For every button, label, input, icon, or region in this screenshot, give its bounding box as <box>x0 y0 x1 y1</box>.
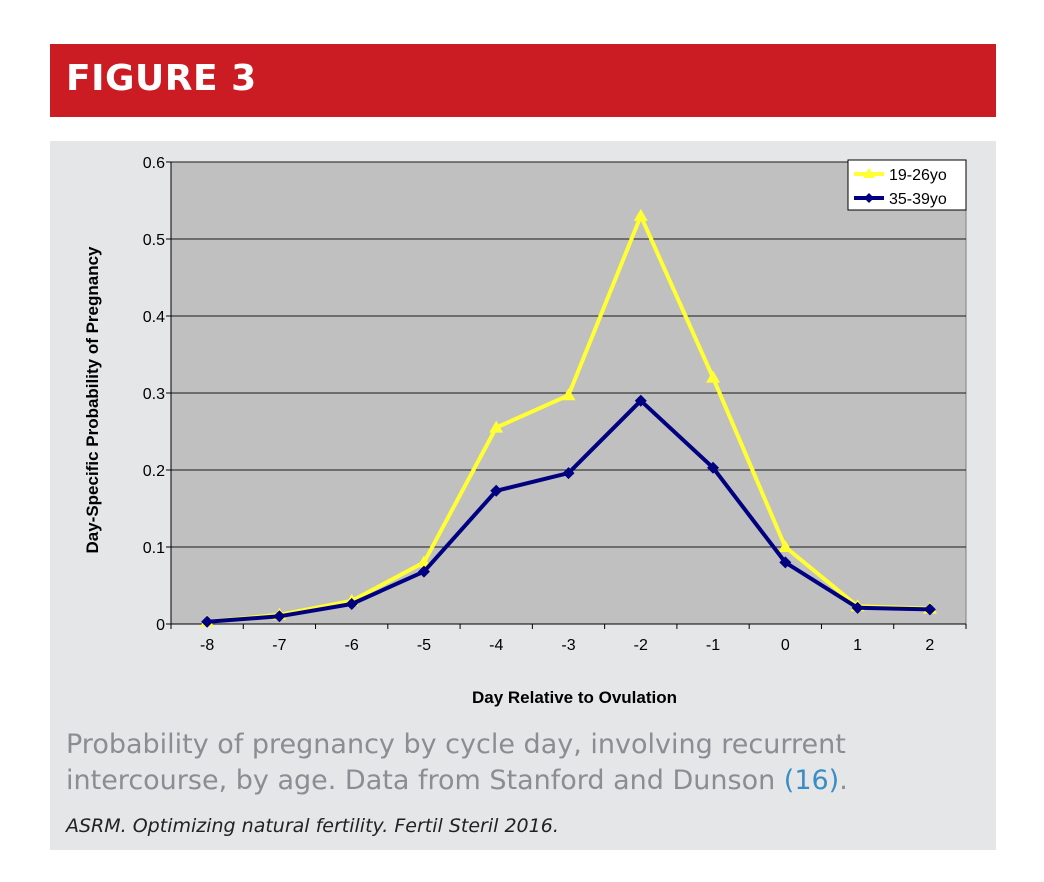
data-point <box>778 540 793 552</box>
x-tick-label: -6 <box>345 637 359 654</box>
x-tick-label: -2 <box>634 637 648 654</box>
data-point <box>345 597 358 610</box>
y-tick-label: 0.6 <box>143 155 165 172</box>
y-tick-label: 0 <box>156 617 165 634</box>
data-point <box>707 461 720 474</box>
caption-reference-link[interactable]: (16) <box>783 765 840 796</box>
data-point <box>562 467 575 480</box>
x-tick-label: -7 <box>272 637 286 654</box>
data-point <box>273 610 286 623</box>
x-tick-label: -4 <box>489 637 503 654</box>
data-point <box>779 556 792 569</box>
y-tick-label: 0.5 <box>143 232 165 249</box>
x-tick-label: 2 <box>925 637 934 654</box>
data-point <box>417 565 430 578</box>
figure-title: FIGURE 3 <box>66 58 257 99</box>
data-point <box>851 601 864 614</box>
data-point <box>416 555 431 568</box>
data-point <box>633 208 648 221</box>
data-point <box>706 370 721 383</box>
figure-banner: FIGURE 3 <box>50 44 996 117</box>
x-axis-title: Day Relative to Ovulation <box>472 688 677 707</box>
y-tick-label: 0.4 <box>143 309 165 326</box>
data-point <box>489 420 504 433</box>
data-point <box>923 603 936 616</box>
legend-marker <box>864 193 874 203</box>
legend-label: 19-26yo <box>889 167 947 184</box>
data-point <box>561 388 576 401</box>
y-tick-label: 0.1 <box>143 540 165 557</box>
figure-source: ASRM. Optimizing natural fertility. Fert… <box>66 815 559 837</box>
y-tick-label: 0.3 <box>143 386 165 403</box>
x-tick-label: 1 <box>853 637 862 654</box>
y-tick-label: 0.2 <box>143 463 165 480</box>
x-tick-label: -5 <box>417 637 431 654</box>
figure-caption: Probability of pregnancy by cycle day, i… <box>66 727 986 799</box>
y-axis-title: Day-Specific Probability of Pregnancy <box>83 246 102 554</box>
data-point <box>490 484 503 497</box>
data-point <box>634 394 647 407</box>
caption-text: Probability of pregnancy by cycle day, i… <box>66 729 846 796</box>
x-tick-label: -8 <box>200 637 214 654</box>
data-point <box>201 615 214 628</box>
x-tick-label: 0 <box>781 637 790 654</box>
line-chart: 0 0.1 0.2 0.3 0.4 0.5 0.6 -8 -7 -6 -5 -4 -3 -2 -1 0 1 2 Da… <box>83 155 967 707</box>
x-tick-label: -3 <box>561 637 575 654</box>
legend-label: 35-39yo <box>889 191 947 208</box>
x-tick-label: -1 <box>706 637 720 654</box>
caption-end: . <box>839 765 848 796</box>
legend-marker <box>863 168 875 178</box>
